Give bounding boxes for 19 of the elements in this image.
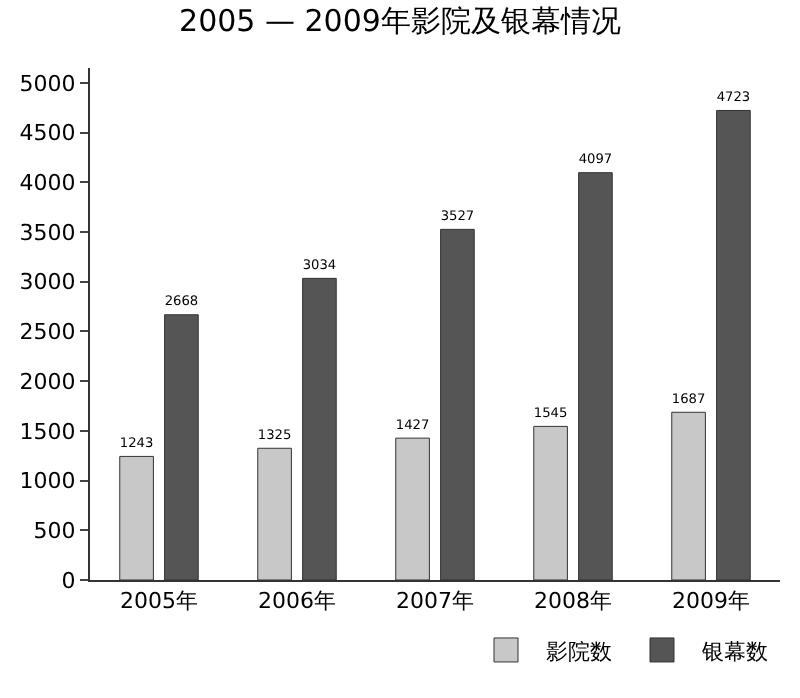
y-tick-label: 500 (33, 518, 76, 544)
x-tick-label: 2006年 (258, 588, 336, 615)
y-tick-label: 4500 (19, 120, 76, 147)
y-tick-label: 1500 (19, 418, 76, 445)
y-tick-label: 2500 (19, 319, 76, 346)
x-tick-label: 2008年 (534, 588, 612, 615)
legend-label: 影院数 (546, 638, 612, 665)
x-tick-label: 2009年 (672, 588, 750, 615)
y-tick-label: 1000 (19, 468, 76, 495)
x-tick-label: 2007年 (396, 588, 474, 615)
y-tick-label: 2000 (19, 368, 76, 395)
y-tick-label: 3000 (19, 269, 76, 296)
y-tick-label: 0 (61, 567, 76, 594)
x-tick-label: 2005年 (120, 588, 198, 615)
y-tick-label: 3500 (19, 219, 76, 246)
legend-label: 银幕数 (700, 638, 768, 665)
y-tick-label: 5000 (19, 70, 76, 97)
chart-title: 2005 — 2009年影院及银幕情况 (179, 3, 621, 40)
y-tick-label: 4000 (19, 170, 76, 197)
